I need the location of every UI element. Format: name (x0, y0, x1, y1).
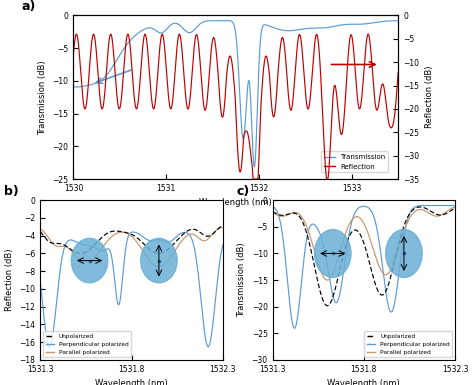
Text: c): c) (236, 186, 249, 198)
Ellipse shape (386, 229, 422, 278)
Y-axis label: Transmission (dB): Transmission (dB) (237, 243, 246, 317)
X-axis label: Wavelength (nm): Wavelength (nm) (328, 379, 400, 385)
Legend: Transmission, Reflection: Transmission, Reflection (321, 151, 388, 172)
Ellipse shape (315, 229, 351, 278)
Text: a): a) (21, 0, 36, 13)
Text: b): b) (4, 186, 18, 198)
Y-axis label: Transmission (dB): Transmission (dB) (38, 60, 47, 134)
Ellipse shape (71, 238, 108, 283)
Legend: Unpolarized, Perpendicular polarized, Parallel polarized: Unpolarized, Perpendicular polarized, Pa… (365, 331, 452, 357)
Legend: Unpolarized, Perpendicular polarized, Parallel polarized: Unpolarized, Perpendicular polarized, Pa… (43, 331, 131, 357)
Y-axis label: Reflection (dB): Reflection (dB) (425, 66, 434, 129)
X-axis label: Wavelength (nm): Wavelength (nm) (95, 379, 168, 385)
Y-axis label: Reflection (dB): Reflection (dB) (5, 249, 14, 311)
Ellipse shape (141, 238, 177, 283)
X-axis label: Wavelength (nm): Wavelength (nm) (200, 198, 272, 208)
